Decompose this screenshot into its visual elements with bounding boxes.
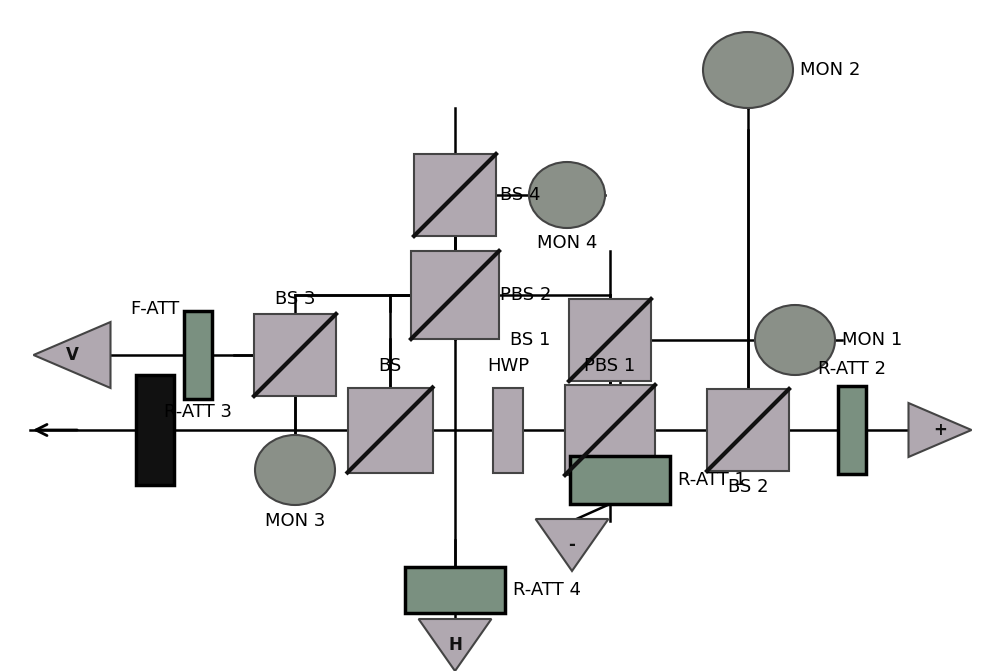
Text: +: + (933, 421, 947, 439)
Bar (570, 456, 670, 504)
Bar (136, 375, 174, 485)
Bar (348, 387, 432, 472)
Text: V: V (66, 346, 78, 364)
Text: MON 3: MON 3 (265, 512, 325, 530)
Text: PBS 1: PBS 1 (584, 357, 636, 375)
Bar (569, 299, 651, 381)
Bar (707, 389, 789, 471)
Polygon shape (419, 619, 491, 671)
Text: BS 1: BS 1 (510, 331, 550, 349)
Text: MON 4: MON 4 (537, 234, 597, 252)
Bar (838, 386, 866, 474)
Bar (254, 314, 336, 396)
Text: PBS 2: PBS 2 (500, 286, 551, 304)
Text: R-ATT 4: R-ATT 4 (513, 581, 581, 599)
Text: H: H (448, 636, 462, 654)
Text: HWP: HWP (487, 357, 529, 375)
Ellipse shape (703, 32, 793, 108)
Text: R-ATT 1: R-ATT 1 (678, 471, 746, 489)
Text: BS: BS (378, 357, 402, 375)
Text: BS 2: BS 2 (728, 478, 768, 496)
Text: -: - (569, 536, 575, 554)
Polygon shape (536, 519, 608, 571)
Bar (411, 251, 499, 339)
Bar (184, 311, 212, 399)
Text: BS 4: BS 4 (500, 186, 540, 204)
Text: MON 2: MON 2 (800, 61, 860, 79)
Text: R-ATT 2: R-ATT 2 (818, 360, 886, 378)
Text: MON 1: MON 1 (842, 331, 902, 349)
Ellipse shape (255, 435, 335, 505)
Ellipse shape (755, 305, 835, 375)
Polygon shape (908, 403, 972, 457)
Bar (565, 385, 655, 475)
Ellipse shape (529, 162, 605, 228)
Text: F-ATT: F-ATT (130, 300, 180, 318)
Text: R-ATT 3: R-ATT 3 (164, 403, 232, 421)
Bar (493, 387, 523, 472)
Text: BS 3: BS 3 (275, 290, 315, 308)
Bar (414, 154, 496, 236)
Polygon shape (34, 322, 110, 388)
Bar (405, 567, 505, 613)
